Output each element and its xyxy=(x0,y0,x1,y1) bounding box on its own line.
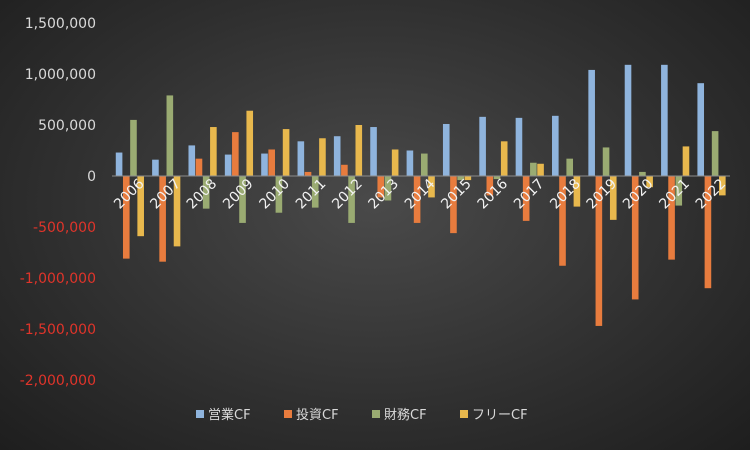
bar-1 xyxy=(115,152,123,176)
bar-1 xyxy=(224,154,232,176)
legend-swatch xyxy=(196,410,204,418)
bar-2 xyxy=(559,176,566,266)
bar-4 xyxy=(210,127,217,176)
bar-4 xyxy=(573,176,581,207)
y-tick-label: -2,000,000 xyxy=(20,373,96,389)
legend-label: 営業CF xyxy=(208,407,251,423)
bar-2 xyxy=(268,149,275,176)
bar-4 xyxy=(319,138,326,176)
legend-swatch xyxy=(284,410,292,418)
bar-1 xyxy=(479,116,486,176)
y-tick-label: -1,500,000 xyxy=(20,322,96,338)
bar-3 xyxy=(384,176,392,201)
bar-2 xyxy=(232,132,239,176)
bar-1 xyxy=(697,83,705,176)
bar-3 xyxy=(311,176,319,208)
bar-3 xyxy=(239,176,246,223)
bar-4 xyxy=(646,176,653,188)
bar-4 xyxy=(355,125,363,176)
bar-3 xyxy=(566,158,574,176)
bar-3 xyxy=(348,176,355,223)
bar-3 xyxy=(457,176,464,181)
x-tick-label: 2011 xyxy=(293,176,330,213)
legend-swatch xyxy=(372,410,380,418)
legend-swatch xyxy=(460,410,468,418)
bar-1 xyxy=(152,159,159,176)
bar-1 xyxy=(661,64,668,176)
y-tick-label: 1,500,000 xyxy=(25,16,96,32)
bar-4 xyxy=(464,176,472,181)
bar-1 xyxy=(552,115,559,176)
bar-2 xyxy=(704,176,712,289)
bar-3 xyxy=(675,176,683,206)
bar-3 xyxy=(711,131,719,176)
bar-1 xyxy=(261,153,268,176)
bar-3 xyxy=(202,176,210,209)
bar-2 xyxy=(450,176,457,234)
bar-1 xyxy=(515,117,523,176)
bar-1 xyxy=(297,141,305,176)
bar-4 xyxy=(609,176,617,220)
x-tick-label: 2009 xyxy=(220,176,257,213)
bar-4 xyxy=(137,176,144,237)
y-tick-label: -1,000,000 xyxy=(20,271,96,287)
bar-2 xyxy=(195,158,203,176)
bar-4 xyxy=(428,176,435,198)
bar-2 xyxy=(341,164,348,176)
bar-3 xyxy=(493,176,501,180)
legend-label: フリーCF xyxy=(472,408,528,423)
bar-2 xyxy=(631,176,639,300)
bar-2 xyxy=(122,176,130,259)
bar-2 xyxy=(377,176,385,198)
bar-4 xyxy=(391,149,399,176)
bar-3 xyxy=(275,176,283,213)
legend-label: 財務CF xyxy=(384,408,427,423)
bar-2 xyxy=(304,171,312,176)
bar-2 xyxy=(413,176,421,223)
bar-1 xyxy=(406,150,414,176)
y-tick-label: 500,000 xyxy=(38,118,96,134)
legend-label: 投資CF xyxy=(296,407,339,423)
bar-3 xyxy=(530,162,537,176)
bar-1 xyxy=(188,145,196,176)
bar-4 xyxy=(719,176,726,196)
y-tick-label: -500,000 xyxy=(33,220,96,236)
x-tick-label: 2012 xyxy=(329,176,366,213)
bar-2 xyxy=(595,176,603,326)
bar-2 xyxy=(486,176,494,196)
y-tick-label: 1,000,000 xyxy=(25,67,96,83)
x-tick-label: 2010 xyxy=(257,176,294,213)
bar-4 xyxy=(500,141,508,176)
x-tick-label: 2008 xyxy=(184,176,221,213)
bar-3 xyxy=(421,153,428,176)
bar-1 xyxy=(333,136,341,176)
bar-1 xyxy=(624,64,632,176)
bar-4 xyxy=(246,110,254,176)
bar-3 xyxy=(166,95,174,176)
bar-2 xyxy=(522,176,530,221)
bar-4 xyxy=(682,146,690,176)
bar-3 xyxy=(602,147,610,176)
bar-2 xyxy=(159,176,166,262)
bar-1 xyxy=(442,123,450,176)
bar-3 xyxy=(639,171,646,176)
bar-4 xyxy=(173,176,181,247)
y-tick-label: 0 xyxy=(87,169,96,185)
bar-3 xyxy=(130,119,137,176)
bar-4 xyxy=(537,163,544,176)
bar-1 xyxy=(588,69,595,176)
bar-4 xyxy=(282,129,290,176)
bar-1 xyxy=(370,127,377,176)
bar-2 xyxy=(668,176,675,260)
